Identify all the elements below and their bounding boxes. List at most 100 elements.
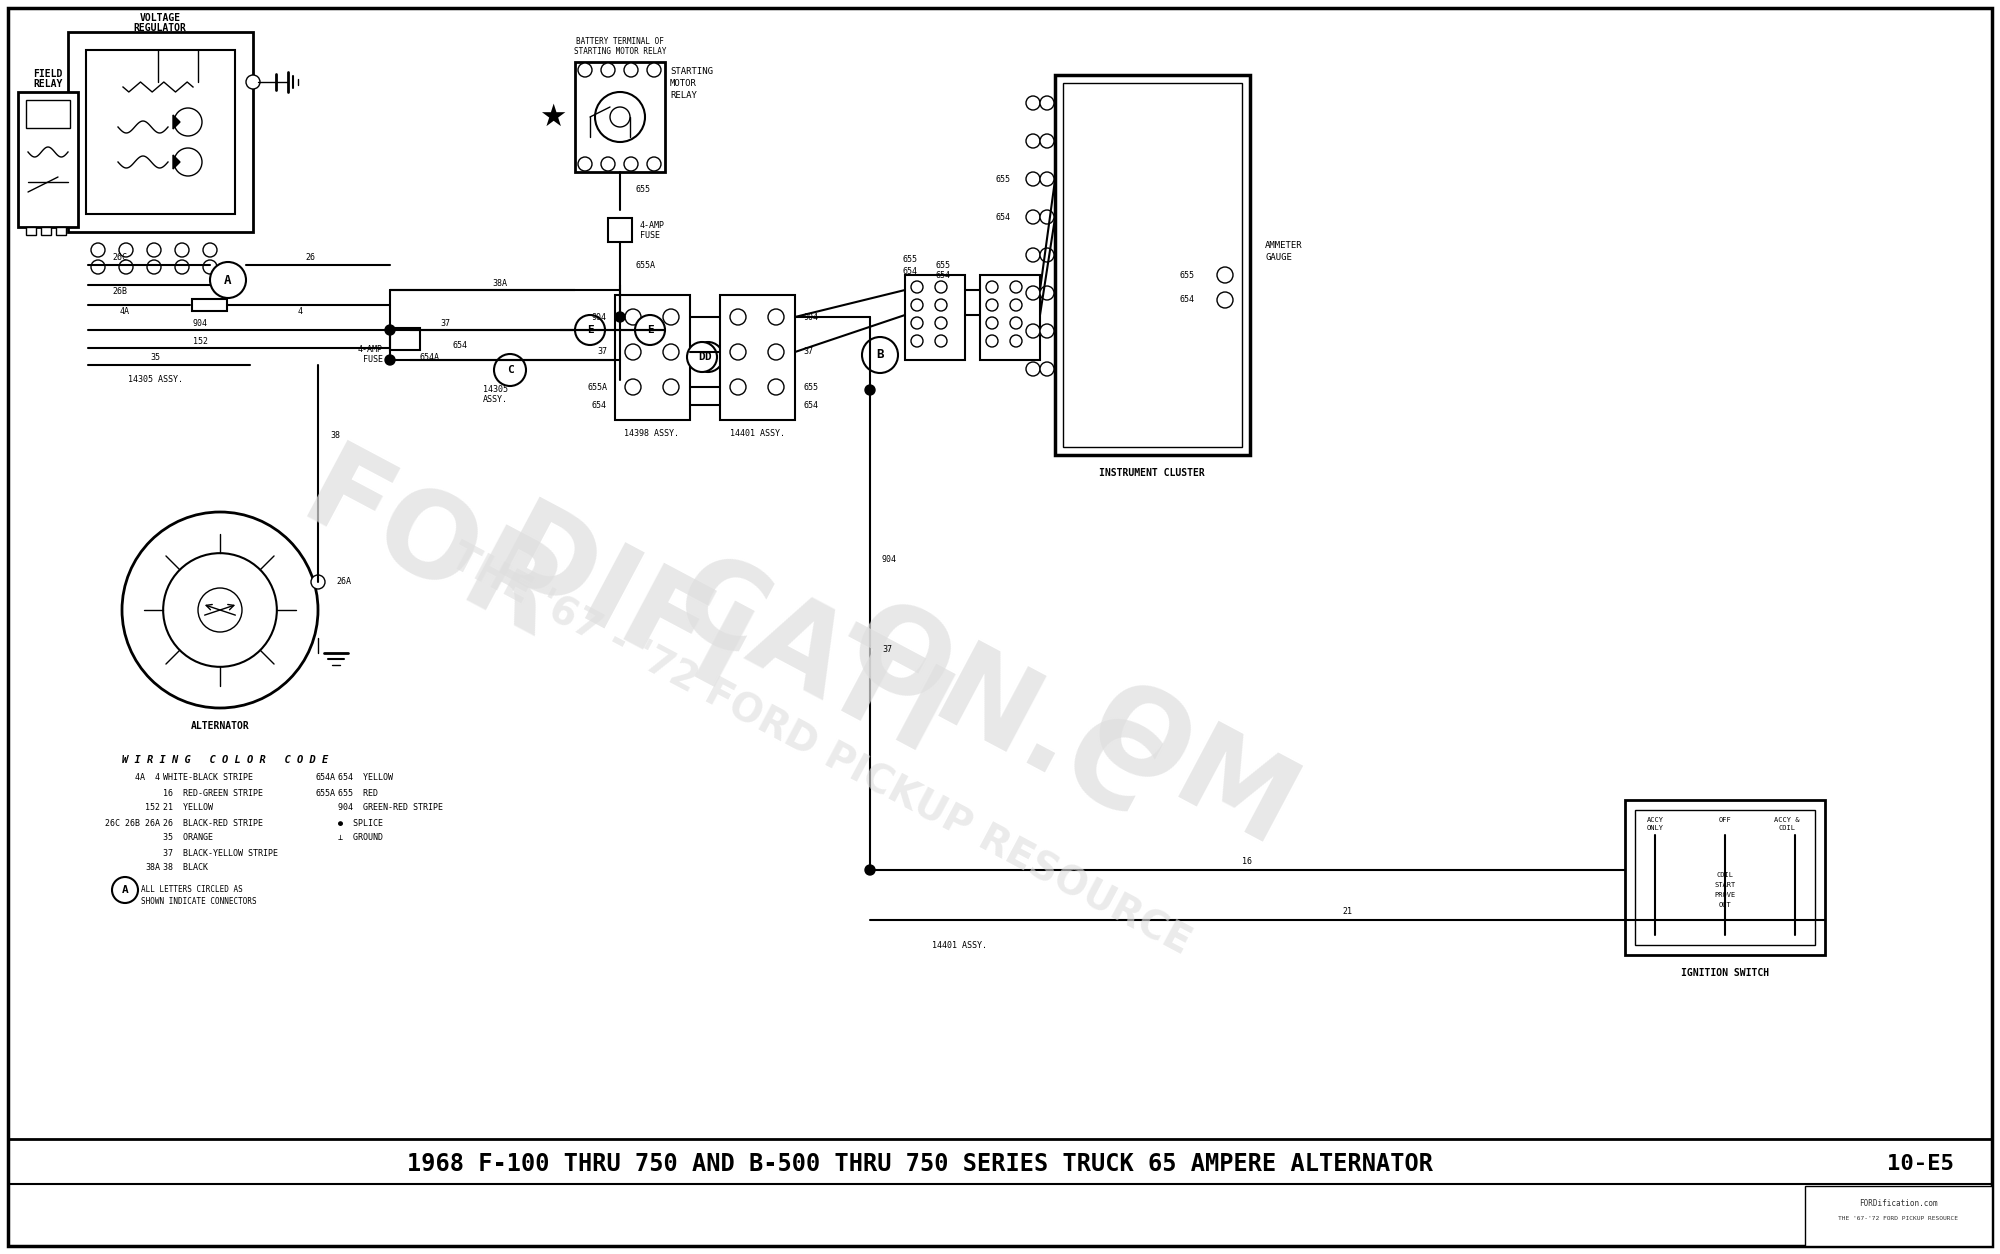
Bar: [192, 298, 228, 311]
Text: VOLTAGE: VOLTAGE: [140, 13, 180, 23]
Text: 4: 4: [298, 307, 302, 316]
Bar: [616, 295, 690, 420]
Text: RELAY: RELAY: [34, 79, 62, 89]
Text: 904: 904: [192, 319, 208, 327]
Circle shape: [210, 262, 246, 298]
Circle shape: [730, 379, 746, 395]
Bar: [608, 218, 632, 242]
Text: INSTRUMENT CLUSTER: INSTRUMENT CLUSTER: [1100, 468, 1204, 478]
Text: 654: 654: [902, 267, 918, 276]
Circle shape: [986, 335, 998, 347]
Text: 904: 904: [804, 312, 818, 321]
Text: 1968 F-100 THRU 750 AND B-500 THRU 750 SERIES TRUCK 65 AMPERE ALTERNATOR: 1968 F-100 THRU 750 AND B-500 THRU 750 S…: [408, 1152, 1432, 1176]
Circle shape: [1026, 209, 1040, 224]
Text: 654: 654: [936, 271, 950, 280]
Bar: [1064, 83, 1242, 446]
Bar: [68, 33, 252, 232]
Text: 655: 655: [804, 382, 818, 391]
Text: ON.C: ON.C: [828, 587, 1172, 844]
Text: FOR: FOR: [284, 435, 576, 665]
Text: 26C: 26C: [112, 253, 128, 262]
Circle shape: [694, 342, 724, 372]
Text: 904  GREEN-RED STRIPE: 904 GREEN-RED STRIPE: [338, 804, 444, 813]
Circle shape: [936, 281, 948, 293]
Circle shape: [624, 344, 640, 360]
Circle shape: [1040, 324, 1054, 339]
Circle shape: [1026, 324, 1040, 339]
Text: 16: 16: [1242, 858, 1252, 867]
Text: 14398 ASSY.: 14398 ASSY.: [624, 430, 680, 439]
Circle shape: [1010, 317, 1022, 329]
Circle shape: [1026, 97, 1040, 110]
Text: COIL: COIL: [1716, 872, 1734, 878]
Text: 654: 654: [1180, 296, 1196, 305]
Text: 4A: 4A: [120, 307, 130, 316]
Text: ⊥  GROUND: ⊥ GROUND: [338, 834, 384, 843]
Circle shape: [578, 63, 592, 76]
Circle shape: [648, 63, 660, 76]
Bar: [1624, 800, 1824, 956]
Text: 14401 ASSY.: 14401 ASSY.: [932, 940, 988, 949]
Circle shape: [986, 281, 998, 293]
Text: ALL LETTERS CIRCLED AS: ALL LETTERS CIRCLED AS: [140, 885, 242, 894]
Polygon shape: [174, 115, 180, 129]
Text: 10-E5: 10-E5: [1886, 1154, 1954, 1174]
Text: 26B: 26B: [112, 287, 128, 296]
Text: 655A: 655A: [588, 382, 608, 391]
Bar: [26, 227, 36, 234]
Circle shape: [1040, 286, 1054, 300]
Text: FUSE: FUSE: [640, 232, 660, 241]
Circle shape: [174, 148, 202, 176]
Text: 655: 655: [996, 176, 1010, 184]
Text: START: START: [1714, 882, 1736, 888]
Text: 904: 904: [592, 312, 608, 321]
Bar: [720, 295, 796, 420]
Text: 21  YELLOW: 21 YELLOW: [164, 804, 212, 813]
Text: ★: ★: [540, 103, 566, 132]
Text: 38A: 38A: [144, 864, 160, 873]
Circle shape: [576, 315, 604, 345]
Text: 654A: 654A: [316, 774, 336, 782]
Text: IGNITION SWITCH: IGNITION SWITCH: [1680, 968, 1770, 978]
Text: 654: 654: [804, 400, 818, 410]
Text: OFF: OFF: [1718, 818, 1732, 823]
Text: 35  ORANGE: 35 ORANGE: [164, 834, 212, 843]
Circle shape: [616, 312, 624, 322]
Circle shape: [768, 344, 784, 360]
Text: 654: 654: [592, 400, 608, 410]
Text: FORDification.com: FORDification.com: [1858, 1200, 1938, 1209]
Circle shape: [578, 157, 592, 171]
Circle shape: [1026, 134, 1040, 148]
Circle shape: [636, 315, 664, 345]
Circle shape: [624, 379, 640, 395]
Bar: [980, 275, 1040, 360]
Circle shape: [986, 317, 998, 329]
Text: 655: 655: [902, 256, 918, 265]
Text: 37: 37: [596, 347, 608, 356]
Circle shape: [624, 63, 638, 76]
Text: THE '67-'72 FORD PICKUP RESOURCE: THE '67-'72 FORD PICKUP RESOURCE: [1838, 1216, 1958, 1221]
Text: 38A: 38A: [492, 278, 508, 287]
Text: COIL: COIL: [1778, 825, 1796, 831]
Circle shape: [1040, 134, 1054, 148]
Text: 37: 37: [440, 319, 450, 327]
Text: 14305: 14305: [482, 385, 508, 395]
Text: 152: 152: [144, 804, 160, 813]
Circle shape: [1010, 335, 1022, 347]
Text: AMMETER: AMMETER: [1266, 241, 1302, 250]
Circle shape: [768, 308, 784, 325]
Text: OM: OM: [1066, 668, 1314, 872]
Text: 4-AMP: 4-AMP: [358, 346, 384, 355]
Circle shape: [912, 298, 924, 311]
Circle shape: [204, 260, 216, 275]
Circle shape: [1010, 281, 1022, 293]
Circle shape: [986, 298, 998, 311]
Text: 654  YELLOW: 654 YELLOW: [338, 774, 392, 782]
Text: C: C: [506, 365, 514, 375]
Text: PROVE: PROVE: [1714, 892, 1736, 898]
Text: ACCY &: ACCY &: [1774, 818, 1800, 823]
Text: DIFI: DIFI: [476, 492, 764, 719]
Text: A: A: [224, 273, 232, 286]
Text: STARTING MOTOR RELAY: STARTING MOTOR RELAY: [574, 48, 666, 56]
Text: W I R I N G   C O L O R   C O D E: W I R I N G C O L O R C O D E: [122, 755, 328, 765]
